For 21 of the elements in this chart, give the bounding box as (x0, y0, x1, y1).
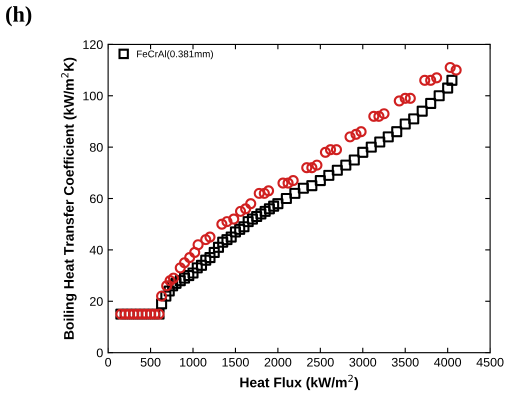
y-tick-label: 0 (96, 348, 103, 358)
x-axis-title: Heat Flux (kW/m$^{2}$) (240, 374, 358, 390)
y-tick-label: 20 (90, 297, 103, 306)
y-tick-label: 120 (83, 40, 103, 50)
x-tick-label: 1500 (222, 358, 249, 367)
y-tick-label: 40 (90, 246, 103, 255)
x-tick-label: 4000 (434, 358, 462, 367)
x-tick-label: 2000 (264, 358, 292, 367)
text: (h) (6, 6, 32, 26)
x-tick-label: 3500 (392, 358, 419, 367)
y-tick-label: 80 (90, 142, 103, 152)
y-tick-label: 60 (90, 194, 103, 204)
x-tick-label: 3000 (349, 358, 376, 367)
y-axis-title: Boiling Heat Transfer Coefficient (kW/m$^{2}$K) (61, 58, 77, 340)
x-tick-label: 0 (105, 358, 112, 367)
x-tick-label: 4500 (476, 358, 504, 367)
x-tick-label: 2500 (307, 358, 334, 367)
x-tick-label: 500 (140, 358, 161, 367)
y-tick-label: 100 (83, 92, 103, 100)
legend-label: FeCrAl(0.381mm) (137, 50, 213, 60)
x-tick-label: 1000 (180, 358, 206, 367)
